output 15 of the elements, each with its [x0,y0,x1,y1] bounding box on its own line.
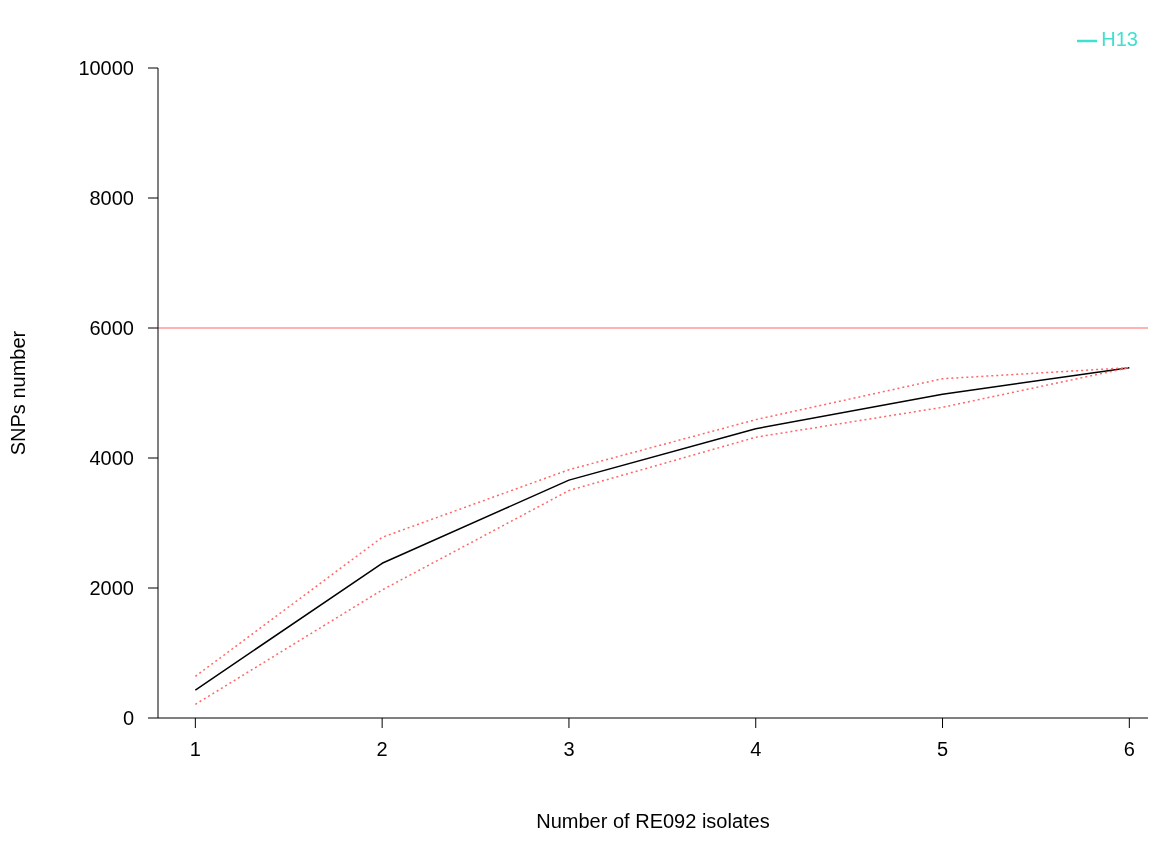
x-tick-label: 4 [750,738,762,761]
y-tick-label: 0 [122,707,134,730]
y-tick-label: 8000 [89,187,134,210]
x-tick-label: 2 [376,738,388,761]
x-tick-label: 3 [563,738,575,761]
legend-label: H13 [1101,28,1138,50]
y-tick-label: 4000 [89,447,134,470]
x-tick-label: 1 [189,738,201,761]
x-tick-label: 5 [936,738,949,761]
y-axis-title: SNPs number [7,330,30,456]
y-tick-label: 10000 [78,57,134,80]
y-tick-label: 6000 [89,317,134,340]
y-tick-label: 2000 [89,577,134,600]
x-axis-title: Number of RE092 isolates [536,810,770,832]
x-tick-label: 6 [1123,738,1135,761]
